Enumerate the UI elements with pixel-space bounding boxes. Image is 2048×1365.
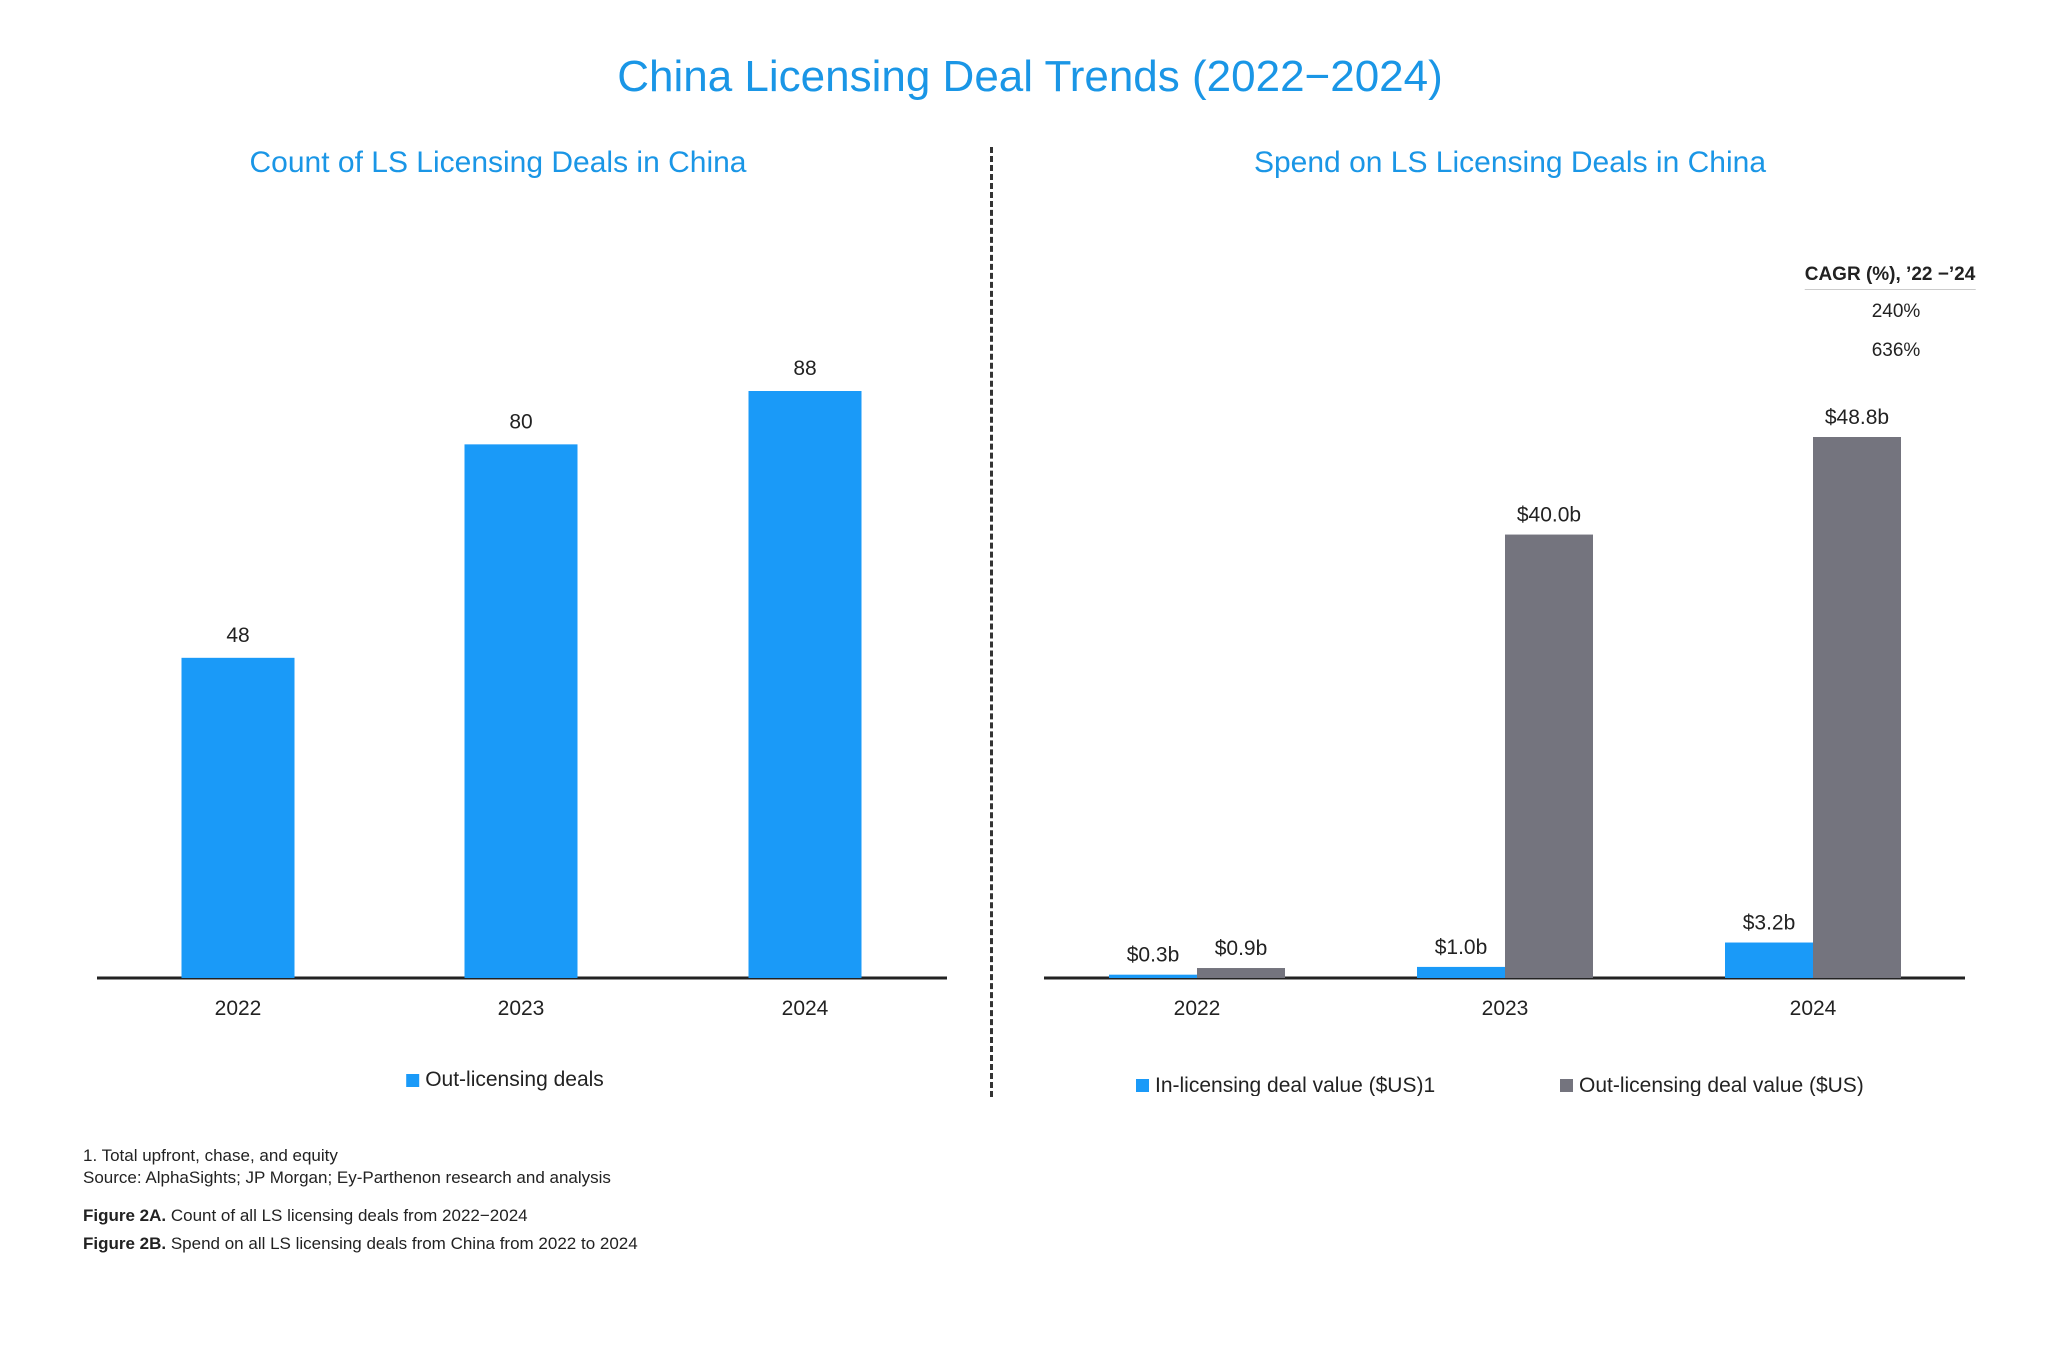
legend-label: Out-licensing deal value ($US) xyxy=(1579,1074,1864,1096)
legend-swatch-out-licensing xyxy=(406,1073,420,1087)
source-note: Source: AlphaSights; JP Morgan; Ey-Parth… xyxy=(83,1168,611,1187)
right-legend-out: Out-licensing deal value ($US) xyxy=(1560,1074,1864,1096)
data-label: $48.8b xyxy=(1825,406,1889,429)
figure-2b-label: Figure 2B. xyxy=(83,1234,167,1253)
bar-out-licensing-deals-2023 xyxy=(464,444,578,978)
right-legend-in: In-licensing deal value ($US)1 xyxy=(1136,1074,1435,1096)
figure-2a-text: Count of all LS licensing deals from 202… xyxy=(166,1206,528,1225)
bar-out-licensing-2022 xyxy=(1197,968,1285,978)
chart-divider xyxy=(990,147,993,1097)
bar-in-licensing-2024 xyxy=(1725,942,1813,978)
data-label: $3.2b xyxy=(1743,912,1796,935)
x-tick-label: 2022 xyxy=(215,997,262,1020)
bar-in-licensing-2023 xyxy=(1417,966,1505,978)
left-legend: Out-licensing deals xyxy=(406,1068,604,1092)
bar-out-licensing-deals-2024 xyxy=(748,391,862,978)
figure-2b-caption: Figure 2B. Spend on all LS licensing dea… xyxy=(83,1234,638,1254)
x-tick-label: 2022 xyxy=(1174,997,1221,1020)
legend-swatch-in-licensing xyxy=(1136,1079,1149,1092)
figure-2a-caption: Figure 2A. Count of all LS licensing dea… xyxy=(83,1206,528,1226)
legend-label: Out-licensing deals xyxy=(425,1068,604,1091)
x-tick-label: 2023 xyxy=(498,997,545,1020)
bar-out-licensing-deals-2022 xyxy=(181,657,295,978)
data-label: 88 xyxy=(793,357,816,380)
data-label: 80 xyxy=(509,410,532,433)
figure-2b-text: Spend on all LS licensing deals from Chi… xyxy=(166,1234,638,1253)
data-label: 48 xyxy=(226,624,249,647)
bar-out-licensing-2023 xyxy=(1505,534,1593,978)
figure-2a-label: Figure 2A. xyxy=(83,1206,167,1225)
data-label: $0.9b xyxy=(1215,937,1268,960)
x-tick-label: 2024 xyxy=(1790,997,1837,1020)
bar-in-licensing-2022 xyxy=(1109,974,1197,978)
x-tick-label: 2024 xyxy=(782,997,829,1020)
right-chart-title: Spend on LS Licensing Deals in China xyxy=(1253,146,1767,179)
data-label: $0.3b xyxy=(1127,944,1180,967)
left-chart-title: Count of LS Licensing Deals in China xyxy=(249,146,747,179)
bar-out-licensing-2024 xyxy=(1813,437,1901,978)
main-title: China Licensing Deal Trends (2022−2024) xyxy=(617,52,1443,101)
cagr-value-in: 240% xyxy=(1871,301,1921,322)
cagr-value-out: 636% xyxy=(1871,340,1921,361)
data-label: $1.0b xyxy=(1435,936,1488,959)
x-tick-label: 2023 xyxy=(1482,997,1529,1020)
legend-label: In-licensing deal value ($US)1 xyxy=(1155,1074,1436,1096)
data-label: $40.0b xyxy=(1517,504,1581,527)
footnote-1: 1. Total upfront, chase, and equity xyxy=(83,1146,338,1165)
legend-swatch-out-licensing-value xyxy=(1560,1079,1573,1092)
cagr-header: CAGR (%), ’22 −’24 xyxy=(1804,264,1976,290)
